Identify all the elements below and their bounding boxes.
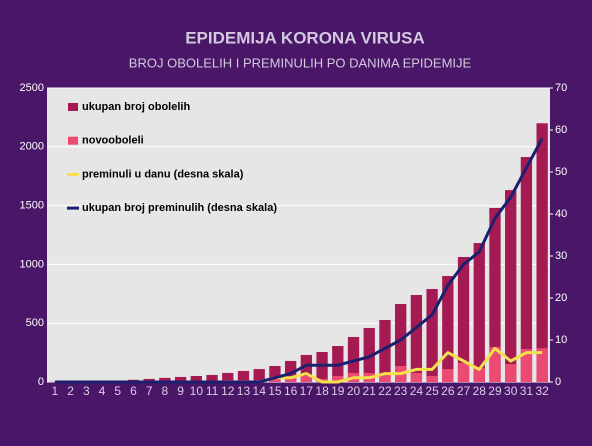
y2-tick-label: 20 xyxy=(555,292,567,304)
x-tick-label: 11 xyxy=(206,384,219,398)
legend-label: ukupan broj obolelih xyxy=(82,101,190,113)
x-tick-label: 28 xyxy=(473,384,487,398)
y2-tick-label: 40 xyxy=(555,208,567,220)
bar xyxy=(536,348,548,382)
bar xyxy=(457,362,470,382)
x-tick-label: 19 xyxy=(331,384,345,398)
bar xyxy=(379,320,391,382)
bar xyxy=(284,376,297,382)
bar xyxy=(505,190,517,382)
bar xyxy=(410,294,423,382)
y-tick-label: 0 xyxy=(38,376,44,388)
y-tick-label: 2500 xyxy=(20,82,44,94)
x-tick-label: 7 xyxy=(146,384,153,398)
x-tick-label: 31 xyxy=(520,384,534,398)
legend-label: novooboleli xyxy=(82,135,144,147)
x-tick-label: 24 xyxy=(410,384,424,398)
chart-title: EPIDEMIJA KORONA VIRUSA xyxy=(185,28,425,47)
x-tick-label: 3 xyxy=(83,384,90,398)
bar xyxy=(269,366,281,382)
x-tick-label: 22 xyxy=(378,384,392,398)
bar xyxy=(442,276,454,382)
y-tick-label: 1000 xyxy=(20,258,44,270)
bar xyxy=(269,378,281,382)
bar xyxy=(237,370,250,382)
x-tick-label: 20 xyxy=(347,384,361,398)
x-tick-label: 9 xyxy=(177,384,184,398)
legend-swatch xyxy=(68,136,78,145)
bar xyxy=(520,348,533,382)
bar xyxy=(395,304,407,382)
chart-subtitle: BROJ OBOLELIH I PREMINULIH PO DANIMA EPI… xyxy=(129,55,472,70)
bar xyxy=(426,376,438,382)
legend-swatch xyxy=(68,103,78,111)
x-tick-label: 8 xyxy=(162,384,169,398)
bar xyxy=(489,346,501,382)
y2-tick-label: 30 xyxy=(555,250,567,262)
x-tick-label: 14 xyxy=(253,384,267,398)
x-tick-label: 18 xyxy=(315,384,329,398)
x-tick-label: 32 xyxy=(535,384,549,398)
x-tick-label: 16 xyxy=(284,384,298,398)
x-tick-label: 1 xyxy=(52,384,59,398)
x-tick-label: 4 xyxy=(99,384,106,398)
x-tick-label: 10 xyxy=(190,384,204,398)
y-tick-label: 1500 xyxy=(20,200,44,212)
x-tick-label: 29 xyxy=(488,384,502,398)
bar xyxy=(442,369,454,382)
bar xyxy=(505,364,517,382)
x-tick-label: 5 xyxy=(114,384,121,398)
x-tick-label: 17 xyxy=(300,384,314,398)
bar xyxy=(253,369,265,382)
bar xyxy=(520,157,533,382)
bar xyxy=(363,328,375,382)
x-tick-label: 13 xyxy=(237,384,251,398)
bar xyxy=(457,256,470,382)
bar xyxy=(300,354,313,382)
bar xyxy=(300,376,313,382)
x-tick-label: 12 xyxy=(221,384,235,398)
x-tick-label: 6 xyxy=(130,384,137,398)
y2-tick-label: 50 xyxy=(555,166,567,178)
line xyxy=(54,137,544,384)
y2-tick-label: 0 xyxy=(555,376,561,388)
bar xyxy=(473,242,485,382)
bar xyxy=(379,374,391,382)
bar xyxy=(536,123,548,382)
bar xyxy=(174,376,187,382)
bar xyxy=(426,288,438,382)
y2-tick-label: 60 xyxy=(555,124,567,136)
y-tick-label: 500 xyxy=(26,317,44,329)
legend-label: preminuli u danu (desna skala) xyxy=(82,168,244,180)
x-tick-label: 26 xyxy=(441,384,455,398)
x-tick-label: 30 xyxy=(504,384,518,398)
bar xyxy=(159,377,171,382)
bar xyxy=(284,360,297,382)
y-tick-label: 2000 xyxy=(20,141,44,153)
bar xyxy=(489,207,501,382)
bar xyxy=(222,372,234,382)
x-tick-label: 21 xyxy=(363,384,377,398)
bar xyxy=(410,372,423,382)
bar xyxy=(190,376,202,382)
x-tick-label: 15 xyxy=(268,384,282,398)
x-tick-label: 25 xyxy=(425,384,439,398)
y2-tick-label: 10 xyxy=(555,334,567,346)
x-tick-label: 2 xyxy=(67,384,74,398)
x-tick-label: 27 xyxy=(457,384,471,398)
bar xyxy=(473,368,485,382)
legend-label: ukupan broj preminulih (desna skala) xyxy=(82,202,277,214)
bar xyxy=(316,352,328,382)
bar xyxy=(332,376,344,382)
bar xyxy=(143,378,155,382)
x-tick-label: 23 xyxy=(394,384,408,398)
y2-tick-label: 70 xyxy=(555,82,567,94)
bar xyxy=(206,374,218,382)
